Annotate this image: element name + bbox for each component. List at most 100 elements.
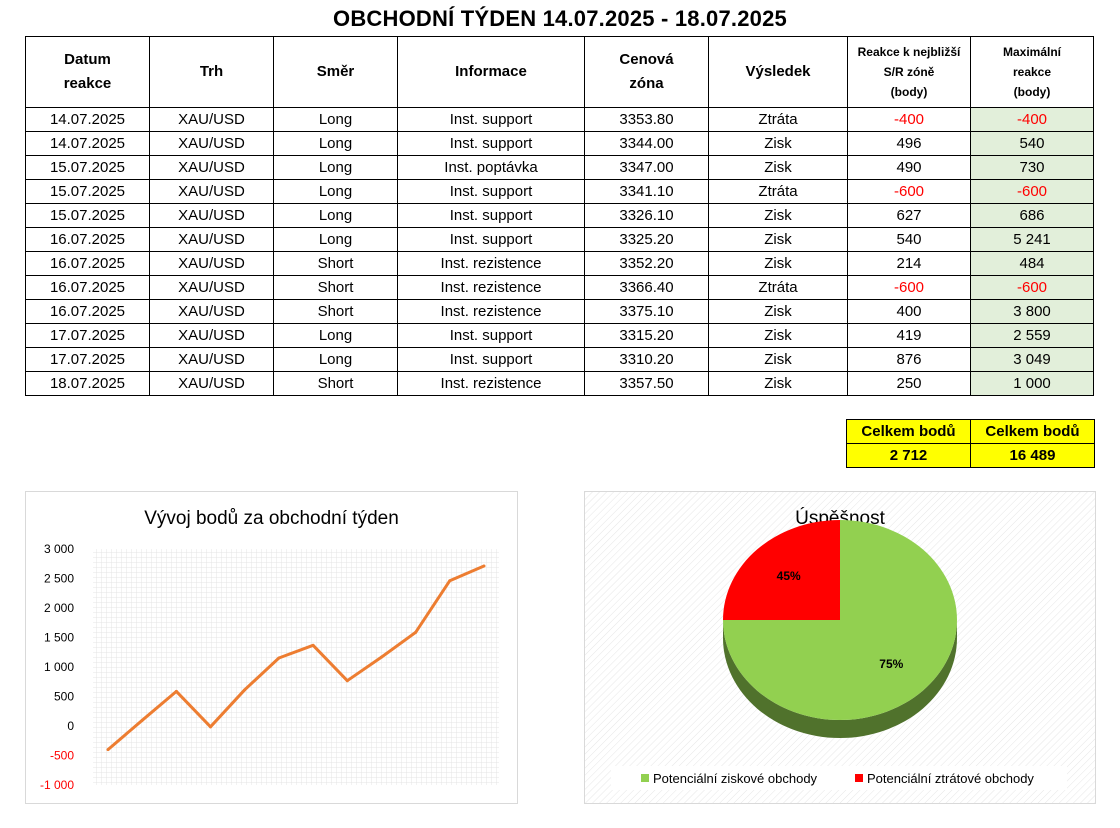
table-cell: Inst. support (397, 227, 585, 252)
column-header: Cenová zóna (584, 36, 709, 108)
column-header-line: Informace (455, 63, 527, 80)
table-cell: Zisk (708, 371, 848, 396)
y-tick-label: -500 (50, 749, 74, 763)
table-row: 14.07.2025 XAU/USD Long Inst. support 3353.8… (25, 107, 1094, 132)
column-header-line: Datum (64, 51, 111, 68)
table-cell: -400 (847, 107, 971, 132)
table-cell: 15.07.2025 (25, 203, 150, 228)
data-point (106, 748, 110, 752)
table-cell: XAU/USD (149, 131, 274, 156)
y-tick-label: 3 000 (44, 542, 74, 556)
table-row: 15.07.2025 XAU/USD Long Inst. support 3326.1… (25, 203, 1094, 228)
table-cell: Long (273, 323, 398, 348)
y-tick-label: 0 (67, 719, 74, 733)
data-point (482, 564, 486, 568)
table-cell: 540 (970, 131, 1094, 156)
table-cell: 3326.10 (584, 203, 709, 228)
plot-area (93, 549, 499, 785)
table-cell: Zisk (708, 131, 848, 156)
table-cell: XAU/USD (149, 107, 274, 132)
table-cell: Long (273, 131, 398, 156)
line-chart-title: Vývoj bodů za obchodní týden (144, 508, 399, 529)
table-cell: Inst. support (397, 131, 585, 156)
table-cell: Zisk (708, 347, 848, 372)
table-cell: 1 000 (970, 371, 1094, 396)
table-cell: 3310.20 (584, 347, 709, 372)
table-cell: 16.07.2025 (25, 251, 150, 276)
data-point (448, 579, 452, 583)
pie-data-label: 45% (777, 569, 801, 583)
column-header-line: Směr (316, 63, 355, 80)
data-point (140, 718, 144, 722)
table-cell: -600 (847, 179, 971, 204)
series-line (107, 564, 485, 751)
table-cell: 686 (970, 203, 1094, 228)
table-cell: XAU/USD (149, 299, 274, 324)
data-point (311, 643, 315, 647)
table-cell: 3366.40 (584, 275, 709, 300)
table-cell: Short (273, 275, 398, 300)
table-cell: 419 (847, 323, 971, 348)
table-cell: 2 559 (970, 323, 1094, 348)
table-row: 18.07.2025 XAU/USD Short Inst. rezistence 33… (25, 371, 1094, 396)
column-header-line: Reakce k nejbližší (857, 45, 961, 59)
column-header: Maximální reakce (body) (970, 36, 1094, 108)
legend-swatch (855, 774, 863, 782)
pie-side (723, 620, 957, 738)
table-cell: Inst. poptávka (397, 155, 585, 180)
table-cell: 3341.10 (584, 179, 709, 204)
table-cell: 214 (847, 251, 971, 276)
total-reaction-label: Celkem bodů (846, 419, 971, 444)
column-header-line: Maximální (1002, 45, 1062, 59)
table-cell: XAU/USD (149, 371, 274, 396)
y-tick-label: 2 000 (44, 601, 74, 615)
table-cell: Inst. support (397, 107, 585, 132)
line-chart: 3 000 2 500 2 000 1 500 1 000 500 0 -500 -1 000 (40, 542, 499, 792)
table-cell: Inst. support (397, 179, 585, 204)
table-cell: -400 (970, 107, 1094, 132)
total-max-value: 16 489 (970, 443, 1095, 468)
table-cell: Long (273, 347, 398, 372)
column-header: Informace (397, 36, 585, 108)
table-cell: 15.07.2025 (25, 179, 150, 204)
line-chart-panel[interactable]: Vývoj bodů za obchodní týden 3 000 2 500 2… (25, 491, 518, 804)
table-cell: XAU/USD (149, 203, 274, 228)
table-row: 16.07.2025 XAU/USD Short Inst. rezistence 33… (25, 275, 1094, 300)
table-cell: 3353.80 (584, 107, 709, 132)
table-cell: 3357.50 (584, 371, 709, 396)
table-cell: 730 (970, 155, 1094, 180)
table-cell: Zisk (708, 155, 848, 180)
table-cell: Zisk (708, 323, 848, 348)
table-cell: 3352.20 (584, 251, 709, 276)
table-cell: Short (273, 299, 398, 324)
table-cell: Inst. rezistence (397, 371, 585, 396)
column-header-line: reakce (1012, 65, 1052, 79)
table-cell: 484 (970, 251, 1094, 276)
table-row: 17.07.2025 XAU/USD Long Inst. support 3310.2… (25, 347, 1094, 372)
table-cell: -600 (970, 275, 1094, 300)
column-header: Datum reakce (25, 36, 150, 108)
table-cell: Short (273, 371, 398, 396)
table-cell: Long (273, 155, 398, 180)
table-row: 15.07.2025 XAU/USD Long Inst. support 3341.1… (25, 179, 1094, 204)
table-cell: -600 (970, 179, 1094, 204)
table-cell: Ztráta (708, 107, 848, 132)
table-row: 14.07.2025 XAU/USD Long Inst. support 3344.0… (25, 131, 1094, 156)
y-tick-label: 1 000 (44, 660, 74, 674)
total-reaction-value: 2 712 (846, 443, 971, 468)
column-header-line: S/R zóně (883, 65, 935, 79)
table-cell: 496 (847, 131, 971, 156)
table-cell: Inst. rezistence (397, 275, 585, 300)
totals-table: Celkem bodů Celkem bodů 2 712 16 489 (846, 419, 1095, 468)
data-point (414, 630, 418, 634)
pie-chart-panel[interactable]: Úspěšnost 75% 45% Potenciální ziskové obch… (584, 491, 1096, 804)
column-header: Směr (273, 36, 398, 108)
data-point (345, 679, 349, 683)
pie-data-label: 75% (879, 657, 903, 671)
table-cell: Inst. support (397, 203, 585, 228)
legend (611, 766, 1067, 790)
table-cell: XAU/USD (149, 155, 274, 180)
table-cell: 15.07.2025 (25, 155, 150, 180)
table-cell: 876 (847, 347, 971, 372)
column-header-line: Výsledek (745, 63, 811, 80)
